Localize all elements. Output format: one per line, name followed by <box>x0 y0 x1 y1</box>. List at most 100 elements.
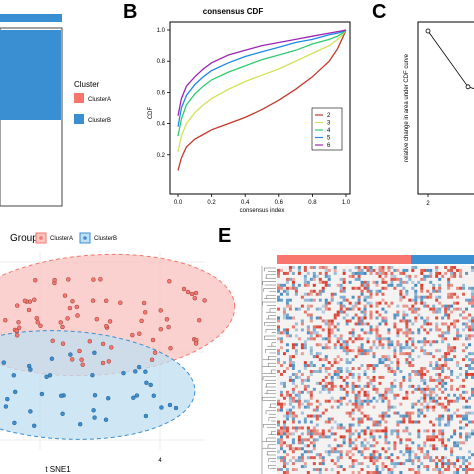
heatmap-cell-high <box>366 364 370 368</box>
heatmap-cell-high <box>291 450 295 454</box>
cluster-a-point <box>14 328 19 333</box>
heatmap-cell-high <box>462 384 466 388</box>
heatmap-cell-low <box>315 438 319 442</box>
heatmap-cell-high <box>441 304 445 308</box>
heatmap-cell-high <box>435 266 439 269</box>
heatmap-cell-low <box>444 331 448 335</box>
heatmap-cell-low <box>423 352 427 356</box>
heatmap-cell-low <box>333 266 337 269</box>
cluster-a-point <box>152 350 158 355</box>
tsne-points <box>1 277 207 428</box>
heatmap-cell-low <box>369 417 373 421</box>
heatmap-cell-low <box>405 289 409 293</box>
cluster-a-point <box>104 323 109 329</box>
heatmap-cell-low <box>339 387 343 391</box>
heatmap-cell-high <box>309 441 313 445</box>
heatmap-cell-low <box>453 471 457 474</box>
heatmap-cell-high <box>339 304 343 308</box>
heatmap-cell-low <box>426 402 430 406</box>
heatmap-cell-high <box>453 346 457 350</box>
heatmap-cell-high <box>378 340 382 344</box>
heatmap-cell-high <box>297 441 301 445</box>
heatmap-cell-high <box>429 390 433 394</box>
heatmap-cell-high <box>375 331 379 335</box>
heatmap-cell-high <box>372 268 376 272</box>
heatmap-cell-low <box>432 283 436 287</box>
heatmap-cell-low <box>342 343 346 347</box>
heatmap-cell-low <box>399 346 403 350</box>
heatmap-cell-low <box>435 378 439 382</box>
heatmap-cell-low <box>462 462 466 466</box>
heatmap-cell-low <box>309 432 313 436</box>
heatmap-cell-low <box>468 432 472 436</box>
heatmap-cell-high <box>300 352 304 356</box>
heatmap-cell-high <box>420 447 424 451</box>
heatmap-cell-low <box>366 441 370 445</box>
heatmap-cell-high <box>435 465 439 469</box>
heatmap-cell-low <box>426 319 430 323</box>
heatmap-cell-high <box>306 432 310 436</box>
heatmap-cell-low <box>414 295 418 299</box>
heatmap-cell-high <box>372 453 376 457</box>
heatmap-cell-high <box>369 304 373 308</box>
heatmap-cell-low <box>435 340 439 344</box>
heatmap-cell-low <box>303 444 307 448</box>
heatmap-cell-low <box>285 349 289 353</box>
cluster-b-point <box>11 373 17 378</box>
heatmap-cell-high <box>468 313 472 317</box>
heatmap-cell-low <box>426 268 430 272</box>
heatmap-cell-low <box>372 384 376 388</box>
cluster-b-point <box>28 367 33 372</box>
heatmap-cell-high <box>336 313 340 317</box>
heatmap-cell-high <box>277 307 280 311</box>
heatmap-cell-high <box>417 459 421 463</box>
heatmap-cell-high <box>294 289 298 293</box>
heatmap-cell-high <box>426 435 430 439</box>
heatmap-cell-high <box>288 355 292 359</box>
heatmap-cell-high <box>288 393 292 397</box>
heatmap-cell-high <box>450 268 454 272</box>
heatmap-cell-high <box>333 447 337 451</box>
heatmap-cell-high <box>294 429 298 433</box>
heatmap-cell-low <box>435 399 439 403</box>
heatmap-cell-high <box>291 316 295 320</box>
heatmap-cell-low <box>432 304 436 308</box>
heatmap-cell-low <box>462 390 466 394</box>
heatmap-cell-high <box>357 301 361 305</box>
heatmap-cell-high <box>402 417 406 421</box>
heatmap-cell-high <box>438 367 442 370</box>
heatmap-cell-low <box>432 289 436 293</box>
heatmap-cell-low <box>417 468 421 472</box>
heatmap-cell-low <box>405 414 409 418</box>
heatmap-cell-high <box>441 441 445 445</box>
heatmap-cell-low <box>351 334 355 338</box>
heatmap-cell-high <box>426 465 430 469</box>
heatmap-cell-high <box>447 352 451 356</box>
heatmap-cell-high <box>447 349 451 353</box>
heatmap-cell-low <box>459 426 463 430</box>
heatmap-cell-high <box>351 447 355 451</box>
heatmap-cell-high <box>363 316 367 320</box>
heatmap-cell-high <box>360 399 364 403</box>
heatmap-cell-low <box>471 322 474 326</box>
heatmap-cell-high <box>399 384 403 388</box>
heatmap-cell-high <box>423 465 427 469</box>
cluster-a-point <box>74 304 80 310</box>
cluster-b-point <box>12 389 18 395</box>
heatmap-cell-low <box>291 367 295 370</box>
heatmap-cell-low <box>303 405 307 409</box>
heatmap-cell-low <box>465 435 469 439</box>
heatmap-cell-high <box>360 405 364 409</box>
cluster-a-point <box>106 359 112 364</box>
heatmap-cell-high <box>456 286 460 290</box>
heatmap-cell-high <box>405 352 409 356</box>
heatmap-cell-low <box>453 349 457 353</box>
heatmap-cell-high <box>303 283 307 287</box>
cluster-a-point <box>34 316 39 321</box>
heatmap-cell-high <box>453 266 457 269</box>
heatmap-cell-low <box>423 444 427 448</box>
heatmap-cell-high <box>462 396 466 400</box>
heatmap-cell-high <box>459 414 463 418</box>
heatmap-cell-low <box>405 292 409 296</box>
heatmap-cell-low <box>375 337 379 341</box>
